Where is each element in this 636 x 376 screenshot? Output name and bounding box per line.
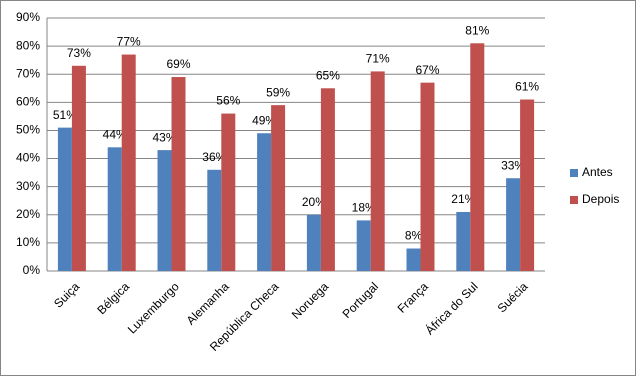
data-label: 18% <box>352 201 376 215</box>
legend-label: Antes <box>582 165 613 179</box>
legend-swatch <box>570 196 578 204</box>
y-tick-label: 80% <box>16 38 40 52</box>
data-label: 51% <box>53 108 77 122</box>
bar <box>520 99 535 272</box>
bar <box>506 178 521 271</box>
y-tick-label: 0% <box>23 263 41 277</box>
bar <box>271 105 286 272</box>
data-label: 77% <box>117 35 141 49</box>
legend-swatch <box>570 169 578 177</box>
y-tick-label: 70% <box>16 66 40 80</box>
bar <box>207 169 222 271</box>
y-tick-label: 50% <box>16 123 40 137</box>
data-label: 81% <box>465 23 489 37</box>
bar <box>57 127 72 271</box>
data-label: 8% <box>405 229 423 243</box>
bar <box>320 88 335 272</box>
data-label: 65% <box>316 68 340 82</box>
data-label: 61% <box>515 80 539 94</box>
bar <box>306 214 321 271</box>
data-label: 49% <box>252 113 276 127</box>
bar <box>157 150 172 271</box>
data-label: 33% <box>501 158 525 172</box>
data-label: 71% <box>366 52 390 66</box>
bar <box>420 82 435 272</box>
bar <box>470 43 485 271</box>
y-tick-label: 20% <box>16 207 40 221</box>
data-label: 59% <box>266 85 290 99</box>
data-label: 36% <box>202 150 226 164</box>
bar <box>107 147 122 271</box>
y-tick-label: 30% <box>16 179 40 193</box>
bar <box>71 65 86 272</box>
y-tick-label: 90% <box>16 10 40 24</box>
data-label: 21% <box>451 192 475 206</box>
bar <box>171 77 186 272</box>
data-label: 56% <box>216 94 240 108</box>
bar <box>370 71 385 272</box>
bar <box>221 113 236 271</box>
data-label: 44% <box>103 127 127 141</box>
legend-label: Depois <box>582 192 619 206</box>
y-tick-label: 10% <box>16 235 40 249</box>
bar <box>121 54 136 271</box>
bar <box>356 220 371 271</box>
data-label: 69% <box>166 57 190 71</box>
data-label: 43% <box>152 130 176 144</box>
data-label: 20% <box>302 195 326 209</box>
y-tick-label: 40% <box>16 151 40 165</box>
data-label: 73% <box>67 46 91 60</box>
bar <box>257 133 272 271</box>
y-tick-label: 60% <box>16 95 40 109</box>
bar <box>456 211 471 271</box>
bar <box>406 248 421 271</box>
data-label: 67% <box>415 63 439 77</box>
